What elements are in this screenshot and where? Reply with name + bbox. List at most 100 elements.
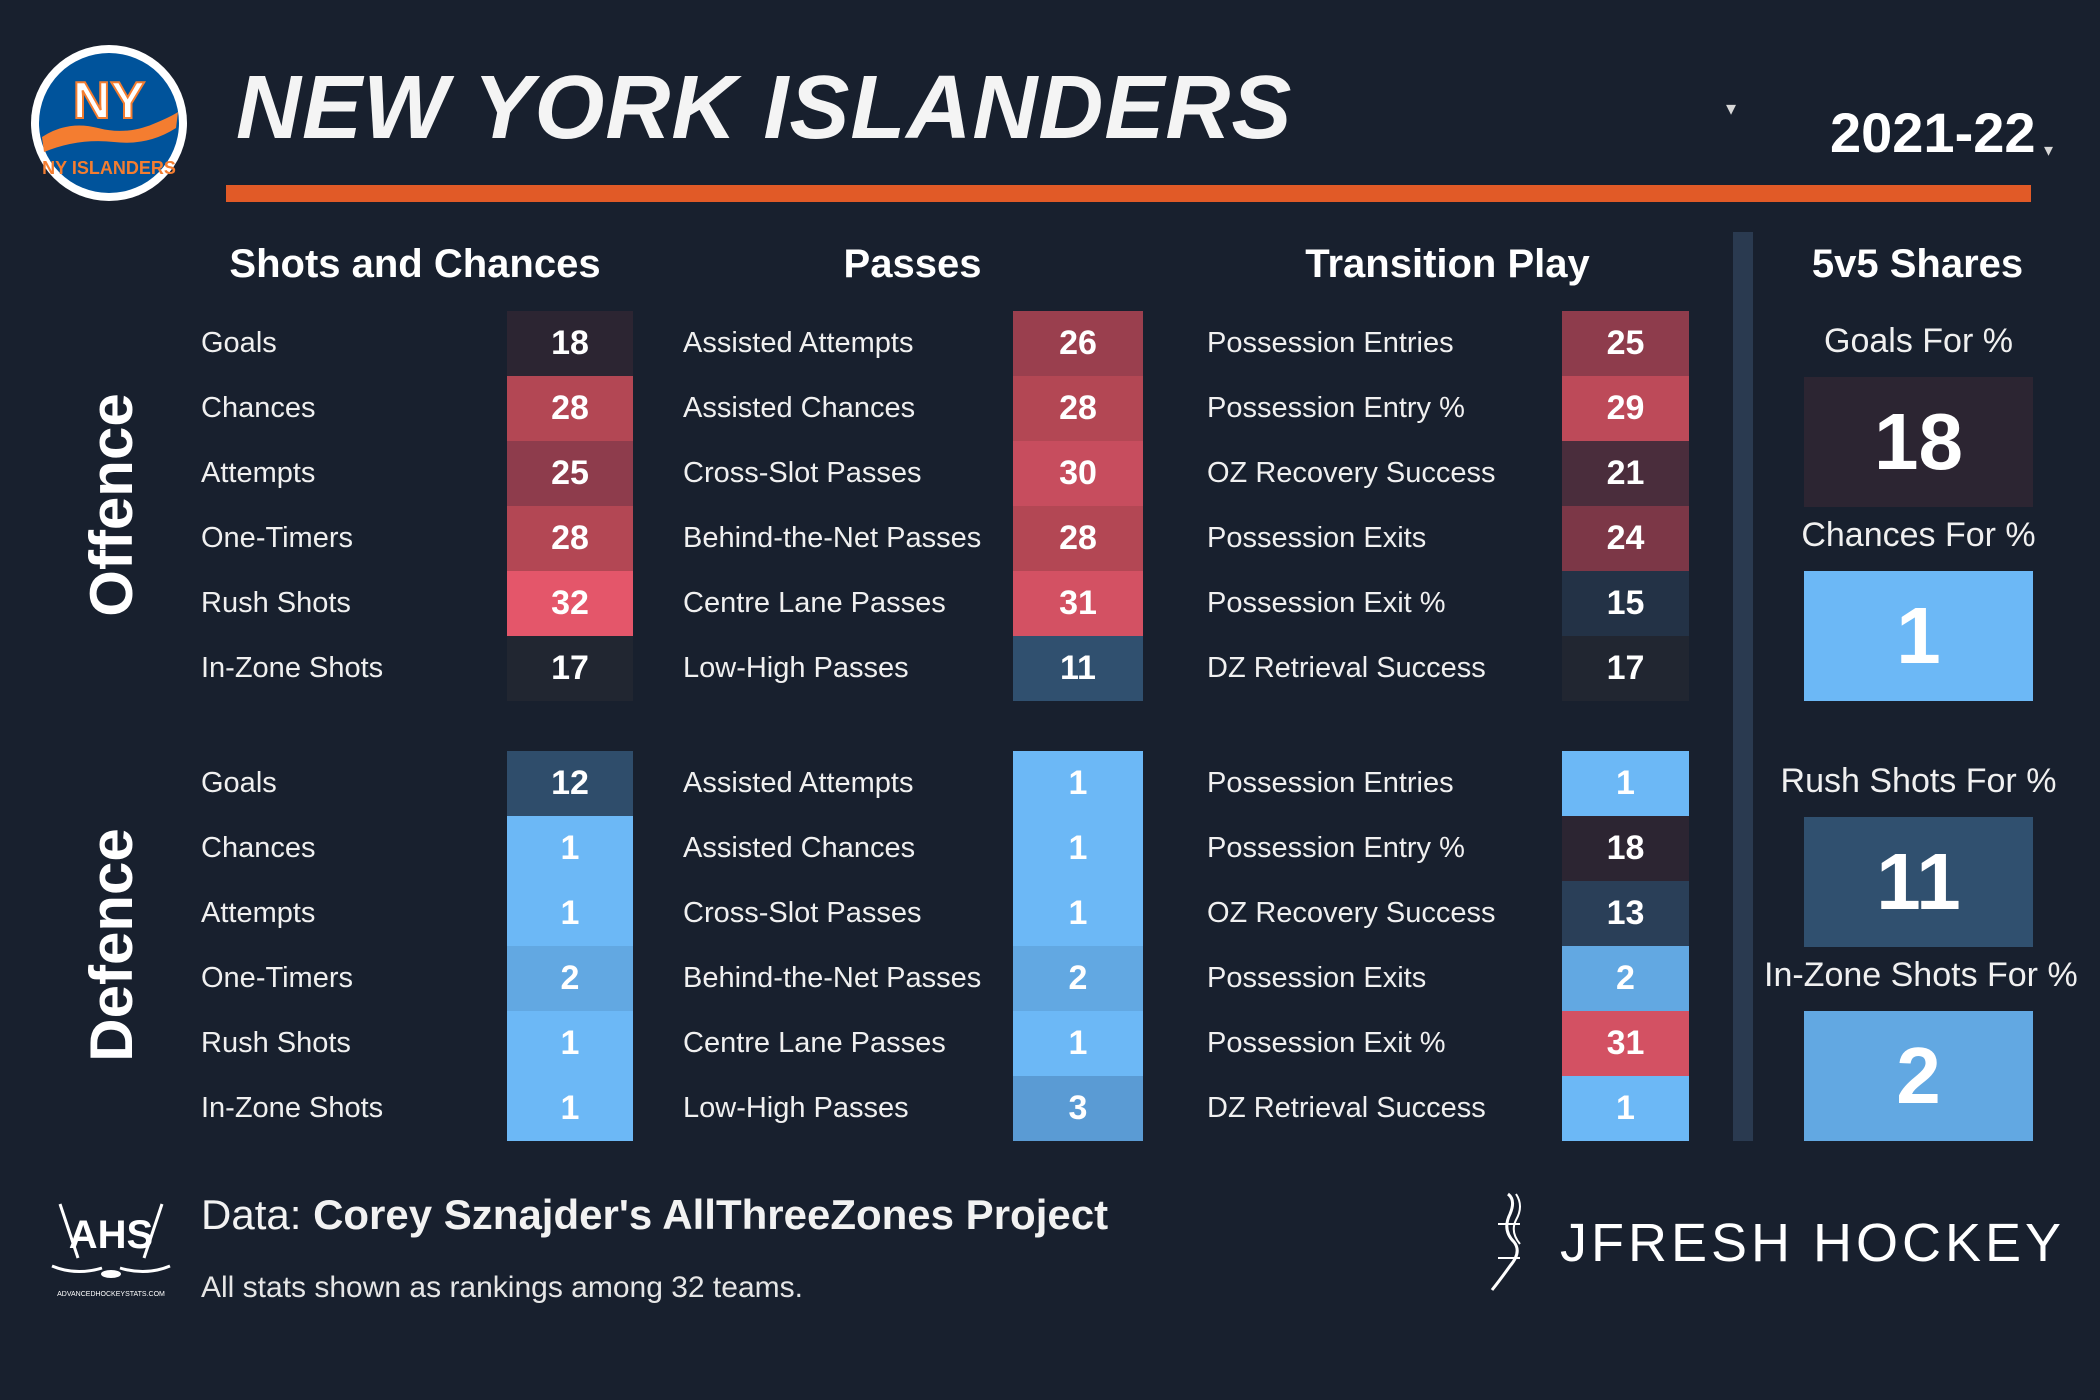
rank-cell: 18 [1562,816,1689,881]
rank-cell: 1 [507,881,633,946]
team-logo: NY NY ISLANDERS [28,42,190,204]
stat-label: OZ Recovery Success [1207,457,1496,489]
share-rank-box: 11 [1804,817,2033,947]
rank-cell: 2 [1013,946,1143,1011]
svg-text:NY ISLANDERS: NY ISLANDERS [42,158,176,178]
share-label: Chances For % [1801,516,2036,554]
stat-label: Attempts [201,897,316,929]
ahs-logo: AHS ADVANCEDHOCKEYSTATS.COM [46,1188,176,1300]
stat-label: One-Timers [201,522,353,554]
stat-label: Cross-Slot Passes [683,457,922,489]
stat-label: Possession Exit % [1207,587,1446,619]
stat-label: Possession Entries [1207,327,1454,359]
stat-label: DZ Retrieval Success [1207,652,1486,684]
stat-label: Assisted Attempts [683,327,914,359]
caret-down-icon[interactable]: ▾ [2044,140,2054,160]
section-title-passes: Passes [843,242,982,286]
stat-label: OZ Recovery Success [1207,897,1496,929]
share-rank-box: 18 [1804,377,2033,507]
share-label: Goals For % [1824,322,2013,360]
group-label-offence: Offence [78,393,145,617]
rank-cell: 18 [507,311,633,376]
accent-bar [226,185,2031,202]
stat-label: Possession Entry % [1207,392,1465,424]
season-selector[interactable]: 2021-22 [1830,101,2036,164]
rank-cell: 11 [1013,636,1143,701]
stat-label: Centre Lane Passes [683,587,946,619]
rank-cell: 25 [507,441,633,506]
stat-label: One-Timers [201,962,353,994]
rank-cell: 13 [1562,881,1689,946]
stat-label: Low-High Passes [683,1092,909,1124]
rank-cell: 30 [1013,441,1143,506]
stat-label: Possession Entry % [1207,832,1465,864]
rank-cell: 1 [1562,1076,1689,1141]
share-rank-box: 1 [1804,571,2033,701]
stat-label: Chances [201,832,316,864]
rank-cell: 25 [1562,311,1689,376]
stat-label: Behind-the-Net Passes [683,962,982,994]
rank-cell: 1 [1013,751,1143,816]
rank-cell: 1 [1013,881,1143,946]
data-source: Corey Sznajder's AllThreeZones Project [313,1191,1109,1238]
rank-cell: 1 [1562,751,1689,816]
stat-label: Possession Entries [1207,767,1454,799]
stat-label: Behind-the-Net Passes [683,522,982,554]
rank-cell: 28 [507,376,633,441]
rank-cell: 28 [507,506,633,571]
rank-cell: 32 [507,571,633,636]
team-name: NEW YORK ISLANDERS [236,58,1293,158]
stat-label: Assisted Chances [683,832,916,864]
stat-label: Rush Shots [201,1027,351,1059]
stat-label: Possession Exit % [1207,1027,1446,1059]
rank-cell: 2 [1562,946,1689,1011]
rank-cell: 21 [1562,441,1689,506]
share-rank-box: 2 [1804,1011,2033,1141]
stat-label: Chances [201,392,316,424]
rank-cell: 1 [507,1011,633,1076]
rank-cell: 3 [1013,1076,1143,1141]
footnote: All stats shown as rankings among 32 tea… [201,1271,803,1304]
svg-text:AHS: AHS [69,1213,153,1257]
jfresh-logo-icon [1486,1190,1534,1294]
stat-label: Attempts [201,457,316,489]
group-label-defence: Defence [78,828,145,1062]
stat-label: In-Zone Shots [201,652,384,684]
share-label: In-Zone Shots For % [1764,956,2078,994]
stat-label: Possession Exits [1207,522,1427,554]
rank-cell: 1 [1013,1011,1143,1076]
rank-cell: 28 [1013,376,1143,441]
rank-cell: 29 [1562,376,1689,441]
data-prefix: Data: [201,1191,314,1238]
rank-cell: 1 [507,816,633,881]
rank-cell: 26 [1013,311,1143,376]
rank-cell: 28 [1013,506,1143,571]
stat-label: Low-High Passes [683,652,909,684]
stat-label: Rush Shots [201,587,351,619]
rank-cell: 31 [1013,571,1143,636]
stat-label: DZ Retrieval Success [1207,1092,1486,1124]
rank-cell: 15 [1562,571,1689,636]
stat-label: Possession Exits [1207,962,1427,994]
column-divider [1733,232,1753,1141]
stat-label: Centre Lane Passes [683,1027,946,1059]
rank-cell: 2 [507,946,633,1011]
rank-cell: 31 [1562,1011,1689,1076]
section-title-shares: 5v5 Shares [1811,242,2024,286]
stat-label: Assisted Chances [683,392,916,424]
section-title-shots: Shots and Chances [229,242,601,286]
caret-down-icon[interactable]: ▾ [1726,98,1737,120]
stat-label: Cross-Slot Passes [683,897,922,929]
stat-label: Goals [201,767,277,799]
share-label: Rush Shots For % [1780,762,2057,800]
stat-label: In-Zone Shots [201,1092,384,1124]
rank-cell: 1 [1013,816,1143,881]
rank-cell: 12 [507,751,633,816]
rank-cell: 24 [1562,506,1689,571]
brand-name: JFRESH HOCKEY [1560,1213,2066,1273]
section-title-transition: Transition Play [1305,242,1590,286]
rank-cell: 17 [507,636,633,701]
rank-cell: 17 [1562,636,1689,701]
svg-text:ADVANCEDHOCKEYSTATS.COM: ADVANCEDHOCKEYSTATS.COM [57,1291,165,1298]
rank-cell: 1 [507,1076,633,1141]
